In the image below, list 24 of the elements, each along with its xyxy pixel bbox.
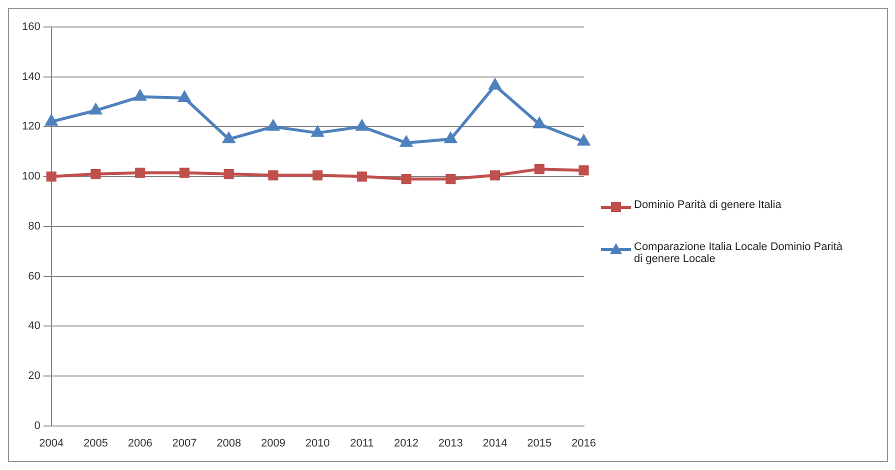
x-tick-label: 2009 xyxy=(260,437,286,450)
x-tick-label: 2010 xyxy=(305,437,330,450)
y-tick-label: 60 xyxy=(28,270,40,282)
x-tick-label: 2004 xyxy=(39,437,64,450)
x-tick-label: 2008 xyxy=(216,437,242,450)
y-tick-label: 40 xyxy=(28,320,40,332)
x-tick-label: 2015 xyxy=(527,437,552,450)
legend-label: Dominio Parità di genere Italia xyxy=(634,199,782,211)
y-tick-label: 100 xyxy=(22,170,40,183)
x-tick-label: 2013 xyxy=(438,437,463,450)
x-tick-label: 2016 xyxy=(572,437,596,450)
y-tick-label: 0 xyxy=(34,420,40,432)
y-tick-label: 80 xyxy=(28,220,40,232)
x-tick-label: 2012 xyxy=(394,437,419,450)
x-tick-label: 2005 xyxy=(83,437,108,450)
x-tick-label: 2014 xyxy=(482,437,508,450)
x-tick-label: 2007 xyxy=(172,437,197,450)
x-tick-label: 2011 xyxy=(350,437,374,450)
y-tick-label: 120 xyxy=(22,120,40,133)
y-tick-label: 160 xyxy=(22,21,40,34)
x-tick-label: 2006 xyxy=(128,437,152,450)
y-tick-label: 140 xyxy=(22,70,40,83)
legend-label: Comparazione Italia Locale Dominio Parità di genere Locale xyxy=(634,241,844,265)
y-tick-label: 20 xyxy=(28,370,40,382)
